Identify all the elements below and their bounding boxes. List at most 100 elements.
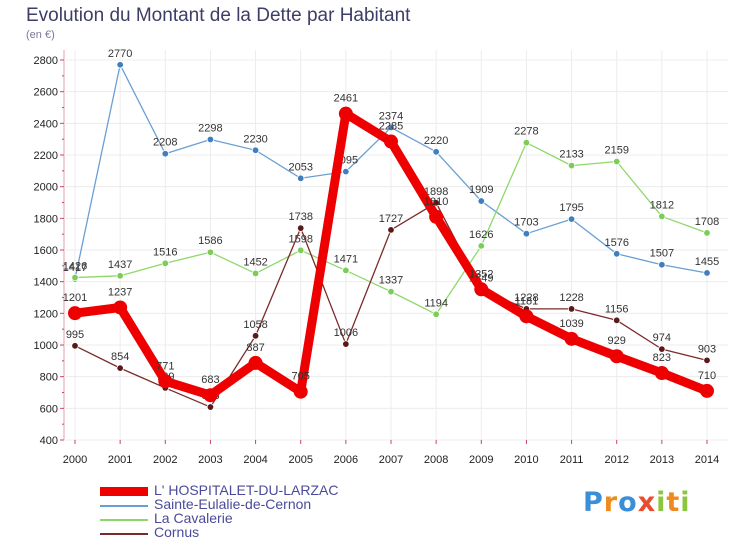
- data-label: 1426: [63, 261, 87, 273]
- data-label: 1727: [379, 213, 403, 225]
- data-point: [293, 384, 308, 399]
- data-point: [477, 242, 485, 250]
- data-point: [387, 123, 395, 132]
- data-point: [71, 342, 79, 350]
- data-label: 854: [111, 351, 129, 363]
- data-label: 1586: [198, 235, 222, 247]
- data-label: 2208: [153, 137, 177, 149]
- data-point: [567, 215, 576, 223]
- data-point: [703, 356, 711, 365]
- y-tick-label: 2400: [34, 118, 58, 130]
- data-point: [297, 246, 305, 255]
- x-tick-label: 2009: [469, 454, 493, 466]
- data-label: 2285: [379, 121, 403, 133]
- data-label: 1909: [469, 184, 493, 196]
- data-point: [158, 374, 173, 389]
- logo-letter: r: [603, 487, 619, 518]
- y-tick-label: 1200: [34, 308, 58, 320]
- data-point: [387, 226, 395, 234]
- logo-letter: x: [637, 487, 657, 518]
- data-point: [654, 366, 669, 381]
- data-point: [251, 332, 260, 340]
- legend-swatch: [100, 487, 148, 496]
- data-point: [432, 148, 440, 156]
- data-label: 1352: [469, 268, 493, 280]
- data-label: 1337: [379, 275, 403, 287]
- data-label: 710: [698, 370, 716, 382]
- data-point: [251, 269, 260, 278]
- data-label: 1598: [288, 233, 312, 245]
- x-tick-label: 2005: [288, 454, 312, 466]
- data-point: [613, 157, 621, 166]
- x-tick-label: 2006: [334, 454, 358, 466]
- series-la-cavalerie: 1426 1437 1516 1586 1452 1598 1471 1337 1194 1626…: [63, 126, 719, 318]
- data-point: [658, 345, 666, 353]
- data-point: [342, 167, 350, 176]
- data-label: 1898: [424, 186, 448, 198]
- data-point: [703, 229, 711, 237]
- data-point: [519, 309, 534, 324]
- y-tick-label: 2000: [34, 182, 58, 194]
- data-point: [613, 250, 621, 258]
- x-tick-label: 2011: [560, 454, 584, 466]
- data-label: 2133: [559, 149, 583, 161]
- data-point: [474, 282, 489, 297]
- legend-label: Sainte-Eulalie-de-Cernon: [154, 496, 312, 512]
- logo-letter: i: [656, 487, 667, 518]
- data-label: 683: [201, 374, 219, 386]
- data-label: 771: [156, 360, 174, 372]
- series-l-hospitalet-du-larzac: 1201 1237 771 683 887 705 2461 2285 1810 1352 1181…: [63, 93, 716, 403]
- logo-letter: o: [618, 487, 638, 518]
- data-point: [71, 273, 79, 282]
- chart-subtitle: (en €): [26, 29, 55, 41]
- logo-letter: t: [666, 487, 681, 518]
- data-label: 1810: [424, 196, 448, 208]
- data-point: [658, 212, 666, 221]
- data-point: [429, 209, 444, 224]
- data-point: [161, 150, 169, 158]
- proxiti-logo: Proxiti: [583, 487, 691, 518]
- data-point: [203, 388, 218, 403]
- data-point: [522, 229, 531, 238]
- data-label: 2278: [514, 126, 538, 138]
- data-point: [564, 331, 579, 346]
- data-label: 887: [246, 342, 264, 354]
- data-label: 1703: [514, 217, 538, 229]
- data-label: 1039: [559, 318, 583, 330]
- y-tick-label: 400: [40, 435, 58, 447]
- data-label: 1516: [153, 246, 177, 258]
- x-tick-label: 2014: [695, 454, 719, 466]
- data-label: 1201: [63, 292, 87, 304]
- data-label: 2220: [424, 135, 448, 147]
- chart-title: Evolution du Montant de la Dette par Hab…: [26, 5, 411, 26]
- data-point: [658, 261, 666, 269]
- data-label: 1006: [334, 327, 358, 339]
- data-point: [567, 305, 576, 313]
- logo-letter: P: [583, 487, 604, 518]
- x-tick-label: 2010: [514, 454, 538, 466]
- data-point: [68, 306, 82, 321]
- data-point: [206, 403, 215, 411]
- data-label: 705: [292, 371, 310, 383]
- data-label: 1626: [469, 229, 493, 241]
- data-label: 2230: [243, 133, 267, 145]
- data-point: [116, 364, 124, 372]
- data-label: 2053: [288, 161, 312, 173]
- data-point: [297, 224, 305, 232]
- data-point: [248, 355, 263, 370]
- data-point: [161, 259, 169, 267]
- data-point: [432, 310, 440, 318]
- x-tick-label: 2002: [153, 454, 177, 466]
- data-point: [342, 266, 350, 275]
- x-tick-label: 2013: [650, 454, 674, 466]
- data-point: [387, 287, 395, 296]
- y-tick-label: 1400: [34, 277, 58, 289]
- data-label: 903: [698, 343, 716, 355]
- data-label: 929: [608, 335, 626, 347]
- legend-label: L' HOSPITALET-DU-LARZAC: [154, 482, 339, 498]
- data-label: 1194: [424, 297, 448, 309]
- x-tick-label: 2007: [379, 454, 403, 466]
- data-point: [613, 316, 621, 324]
- x-tick-label: 2000: [63, 454, 87, 466]
- data-point: [251, 146, 260, 154]
